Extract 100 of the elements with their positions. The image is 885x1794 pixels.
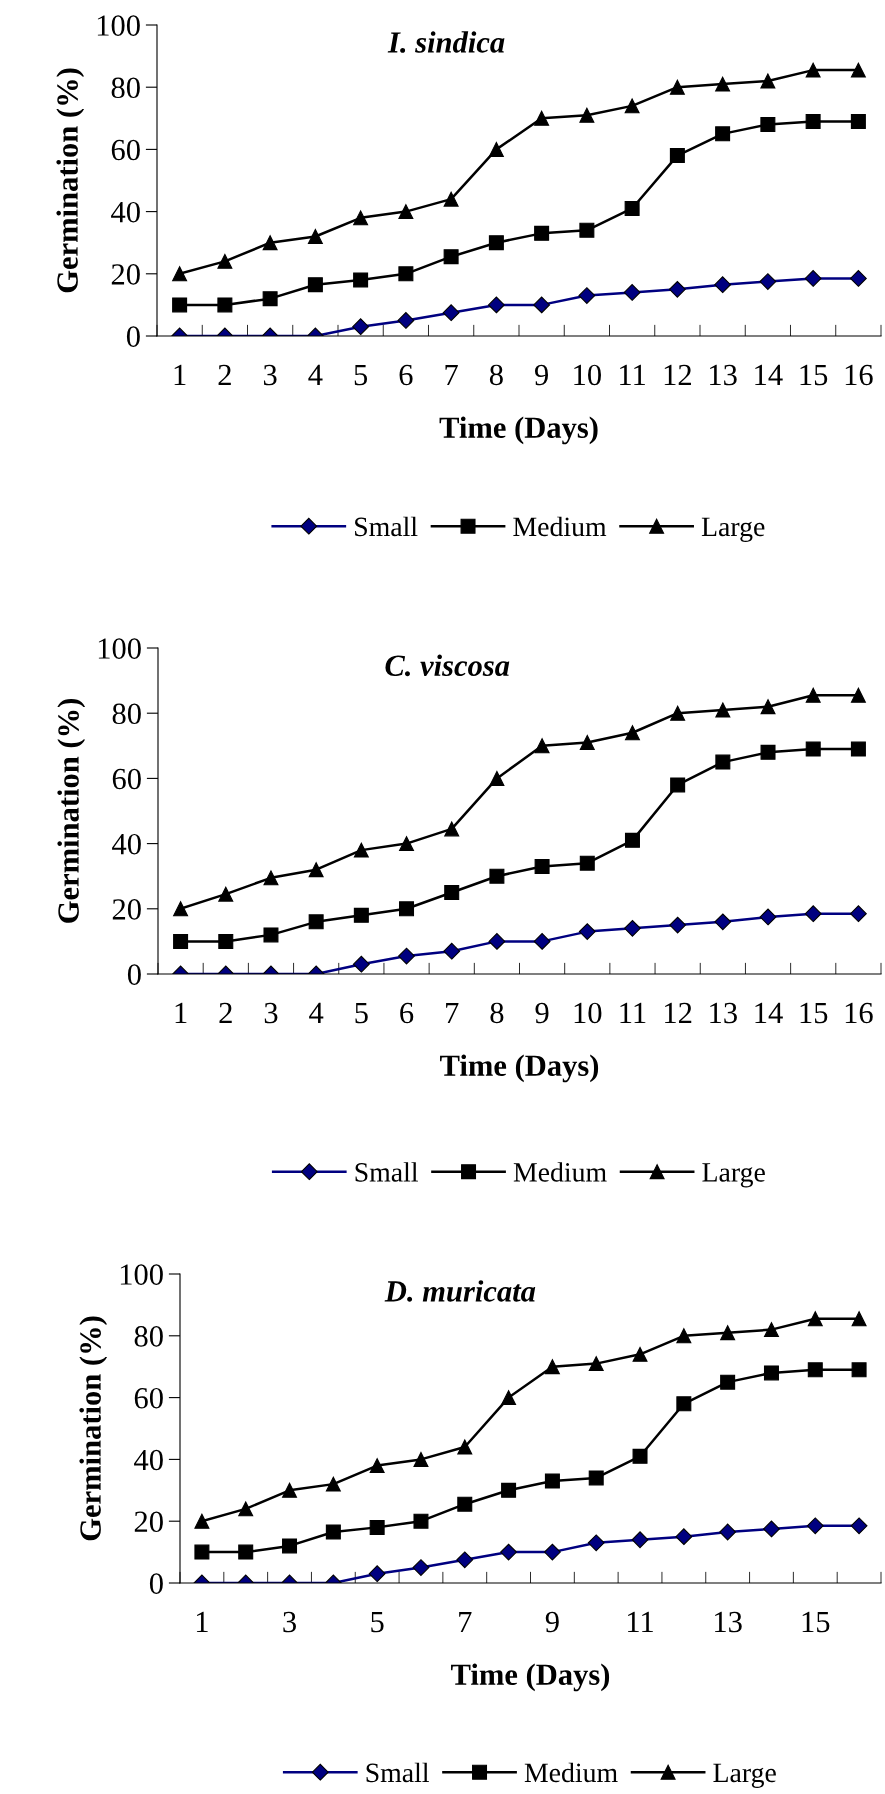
legend-label: Large [702, 1163, 765, 1188]
point [217, 297, 233, 313]
chart-title: D. muricata [384, 1280, 536, 1302]
x-axis-title: Time (Days) [440, 1054, 599, 1083]
point [624, 200, 640, 216]
x-tick-label: 4 [309, 1002, 324, 1023]
point [676, 1396, 692, 1412]
legend-label: Medium [524, 1762, 618, 1783]
point [489, 868, 505, 884]
point [325, 1524, 341, 1540]
y-tick-label: 60 [111, 139, 140, 161]
x-tick-label: 1 [174, 364, 186, 385]
x-tick-label: 2 [219, 1002, 232, 1023]
chart-title: I. sindica [387, 31, 505, 53]
y-tick-label: 100 [120, 1264, 163, 1285]
x-tick-label: 10 [574, 1002, 602, 1024]
x-tick-label: 4 [308, 364, 323, 385]
point [173, 933, 189, 949]
x-tick-label: 11 [620, 364, 645, 385]
x-tick-label: 1 [175, 1002, 187, 1023]
x-tick-label: 14 [755, 1002, 783, 1023]
point [763, 1365, 779, 1381]
point [353, 907, 369, 923]
y-tick-label: 0 [127, 964, 141, 985]
point [263, 870, 279, 886]
point [763, 1322, 779, 1338]
point [217, 253, 233, 269]
point [308, 862, 324, 878]
point [631, 1531, 649, 1549]
point [218, 933, 234, 949]
x-tick-label: 10 [574, 364, 601, 386]
x-tick-label: 8 [489, 364, 503, 386]
x-axis-title: Time (Days) [451, 1663, 610, 1692]
x-tick-label: 16 [845, 364, 873, 386]
x-tick-label: 15 [800, 1002, 828, 1024]
point [488, 141, 504, 157]
x-tick-label: 15 [800, 364, 828, 386]
point [534, 225, 550, 241]
point [534, 858, 550, 874]
point [399, 901, 415, 917]
y-tick-label: 20 [134, 1511, 163, 1533]
point [807, 1311, 823, 1327]
point [443, 942, 461, 960]
y-tick-label: 60 [112, 768, 141, 790]
x-tick-label: 9 [535, 1002, 549, 1024]
point [262, 291, 278, 307]
x-tick-label: 7 [445, 364, 458, 385]
point [714, 276, 732, 294]
x-tick-label: 12 [664, 364, 691, 385]
point [172, 297, 188, 313]
point [533, 296, 551, 314]
point [369, 1519, 385, 1535]
point [398, 204, 414, 220]
point [588, 1356, 604, 1372]
point [397, 312, 415, 329]
point [533, 932, 551, 950]
point [578, 923, 596, 941]
point [715, 702, 731, 718]
point [805, 741, 821, 757]
point [444, 885, 460, 900]
point [719, 1523, 737, 1541]
point [850, 113, 866, 129]
point [805, 687, 821, 703]
point [849, 905, 867, 923]
point [850, 687, 866, 703]
y-tick-label: 0 [149, 1573, 163, 1594]
point [760, 73, 776, 89]
y-axis-title: Germination (%) [56, 68, 85, 293]
legend-label: Small [366, 1762, 429, 1783]
point [353, 272, 369, 288]
point [488, 235, 504, 251]
point [238, 1501, 254, 1517]
x-tick-label: 9 [534, 364, 549, 386]
point [543, 1543, 561, 1561]
point [807, 1362, 823, 1378]
x-tick-label: 15 [802, 1611, 830, 1633]
point [805, 113, 821, 129]
point [669, 916, 687, 934]
x-tick-label: 9 [545, 1611, 559, 1633]
point [720, 1374, 736, 1390]
point [632, 1346, 648, 1362]
point [173, 901, 189, 917]
point [760, 699, 776, 715]
point [398, 947, 415, 965]
legend-label: Medium [513, 516, 607, 537]
y-tick-label: 60 [134, 1387, 163, 1409]
point [369, 1458, 385, 1474]
y-tick-label: 80 [134, 1326, 163, 1347]
y-tick-label: 80 [112, 703, 141, 725]
x-tick-label: 6 [399, 364, 413, 386]
x-tick-label: 6 [400, 1002, 414, 1024]
point [488, 932, 506, 950]
x-tick-label: 12 [665, 1002, 692, 1023]
point [307, 277, 323, 293]
point [851, 1362, 867, 1378]
x-tick-label: 14 [755, 364, 783, 385]
x-tick-label: 7 [459, 1611, 472, 1632]
y-tick-label: 40 [112, 833, 141, 855]
x-tick-label: 3 [264, 1002, 278, 1024]
point [263, 927, 279, 943]
